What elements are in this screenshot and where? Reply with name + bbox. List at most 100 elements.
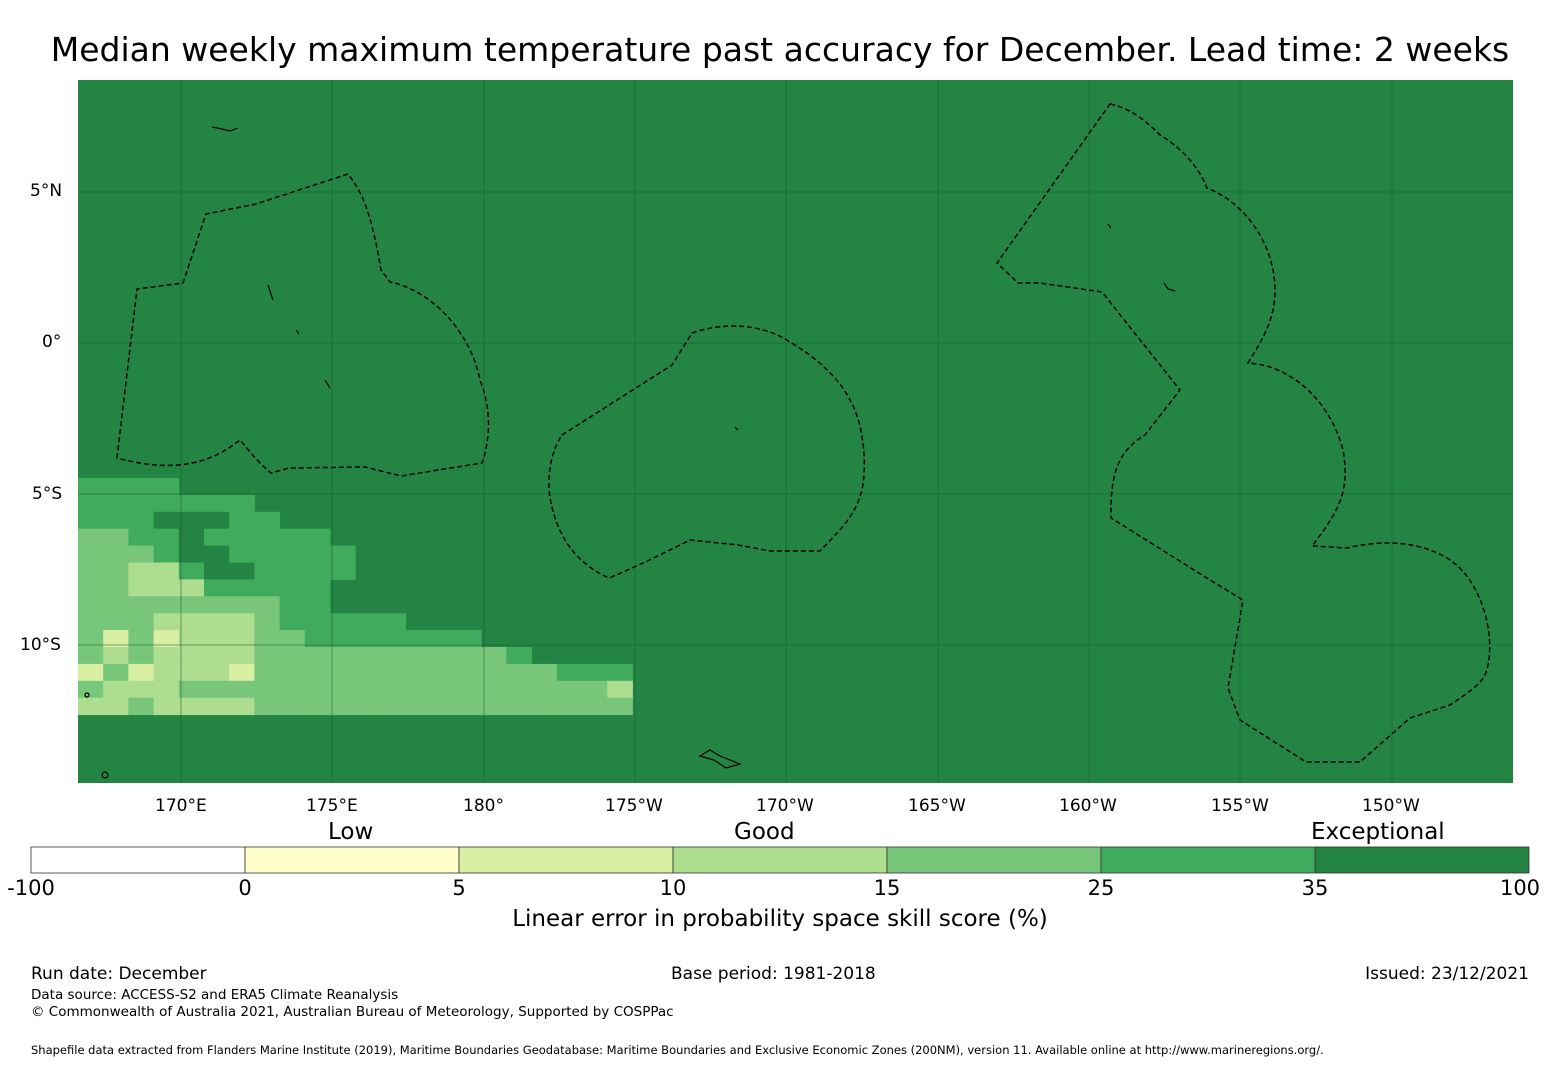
- skill-grid-cell: [330, 545, 356, 563]
- skill-grid-cell: [153, 596, 180, 614]
- skill-grid-cell: [254, 562, 281, 580]
- lon-label-170e: 170°E: [155, 796, 207, 816]
- skill-grid-cell: [304, 647, 331, 665]
- skill-grid-cell: [456, 680, 482, 699]
- skill-grid-cell: [481, 647, 507, 665]
- skill-grid-cell: [279, 562, 306, 580]
- colorbar-tick: 100: [1499, 876, 1541, 900]
- skill-grid-cell: [153, 630, 180, 648]
- skill-grid-cell: [582, 680, 608, 699]
- skill-grid-cell: [78, 478, 104, 496]
- skill-grid-cell: [254, 697, 281, 716]
- skill-grid-cell: [254, 613, 281, 631]
- skill-grid-cell: [279, 647, 306, 665]
- colorbar-tick: -100: [7, 876, 55, 900]
- skill-grid-cell: [229, 545, 255, 563]
- skill-grid-cell: [103, 511, 129, 530]
- skill-grid-cell: [531, 697, 558, 716]
- colorbar-segment: [244, 846, 460, 874]
- skill-grid-cell: [380, 630, 407, 648]
- skill-grid-cell: [304, 579, 331, 597]
- skill-grid-cell: [204, 511, 230, 530]
- skill-grid-cell: [78, 697, 104, 716]
- colorbar-segment: [1314, 846, 1530, 874]
- skill-grid-cell: [405, 680, 432, 699]
- map-gridlines: [78, 80, 1513, 783]
- skill-grid-cell: [103, 528, 129, 547]
- skill-grid-cell: [330, 613, 356, 631]
- colorbar-tick: 15: [873, 876, 901, 900]
- skill-grid-cell: [78, 647, 104, 665]
- lon-label-175e: 175°E: [306, 796, 358, 816]
- skill-grid-cell: [103, 647, 129, 665]
- skill-grid-cell: [128, 478, 155, 496]
- skill-grid-cell: [204, 613, 230, 631]
- skill-grid-cell: [531, 680, 558, 699]
- skill-grid-cell: [153, 680, 180, 699]
- skill-grid-cell: [481, 697, 507, 716]
- skill-grid-cell: [355, 697, 381, 716]
- skill-grid-cell: [430, 630, 457, 648]
- skill-grid-cell: [229, 579, 255, 597]
- colorbar-tick: 5: [452, 876, 466, 900]
- skill-grid-cell: [254, 630, 281, 648]
- skill-grid-cell: [456, 663, 482, 682]
- skill-grid-cell: [78, 545, 104, 563]
- skill-grid-cell: [380, 680, 407, 699]
- skill-grid-cell: [330, 663, 356, 682]
- skill-grid-cell: [78, 511, 104, 530]
- skill-grid-cell: [153, 511, 180, 530]
- skill-grid-cell: [229, 596, 255, 614]
- skill-grid-cell: [304, 663, 331, 682]
- skill-grid-cell: [178, 697, 205, 716]
- skill-grid-cell: [103, 478, 129, 496]
- skill-grid-cell: [128, 697, 155, 716]
- skill-grid-cell: [279, 596, 306, 614]
- skill-grid-cell: [78, 613, 104, 631]
- skill-grid-cell: [279, 613, 306, 631]
- colorbar: [30, 846, 1530, 874]
- skill-grid-cell: [380, 663, 407, 682]
- skill-grid-cell: [607, 680, 633, 699]
- skill-grid-cell: [279, 545, 306, 563]
- skill-grid-cell: [204, 697, 230, 716]
- skill-grid-cell: [254, 663, 281, 682]
- skill-grid-cell: [355, 613, 381, 631]
- skill-grid-cell: [128, 545, 155, 563]
- skill-grid-cell: [178, 680, 205, 699]
- skill-grid-cell: [254, 545, 281, 563]
- skill-grid-cell: [582, 697, 608, 716]
- skill-grid-cell: [153, 528, 180, 547]
- skill-grid-cell: [103, 562, 129, 580]
- colorbar-title: Linear error in probability space skill …: [512, 906, 1048, 932]
- base-period: Base period: 1981-2018: [671, 964, 876, 984]
- skill-grid-cell: [607, 663, 633, 682]
- skill-grid-cell: [128, 613, 155, 631]
- skill-grid-cell: [405, 647, 432, 665]
- skill-grid-cell: [355, 663, 381, 682]
- colorbar-segment: [886, 846, 1102, 874]
- lat-label-10s: 10°S: [20, 635, 61, 655]
- skill-grid-cell: [204, 579, 230, 597]
- skill-grid-cell: [330, 697, 356, 716]
- skill-grid-cell: [229, 647, 255, 665]
- skill-grid-cell: [456, 647, 482, 665]
- skill-grid-cell: [204, 562, 230, 580]
- skill-grid-cell: [103, 663, 129, 682]
- skill-grid-cell: [304, 562, 331, 580]
- data-source: Data source: ACCESS-S2 and ERA5 Climate …: [31, 987, 399, 1003]
- skill-grid-cell: [229, 630, 255, 648]
- skill-grid-cell: [430, 647, 457, 665]
- skill-grid-cell: [128, 494, 155, 513]
- skill-grid-cell: [103, 494, 129, 513]
- skill-grid-cell: [78, 562, 104, 580]
- skill-grid-cell: [178, 613, 205, 631]
- skill-grid-cell: [229, 680, 255, 699]
- legend-category-good: Good: [734, 819, 795, 845]
- lon-label-160w: 160°W: [1059, 796, 1117, 816]
- skill-grid-cells: [78, 478, 633, 716]
- skill-grid-cell: [204, 680, 230, 699]
- skill-grid-cell: [153, 562, 180, 580]
- skill-grid-cell: [103, 697, 129, 716]
- lon-label-155w: 155°W: [1211, 796, 1269, 816]
